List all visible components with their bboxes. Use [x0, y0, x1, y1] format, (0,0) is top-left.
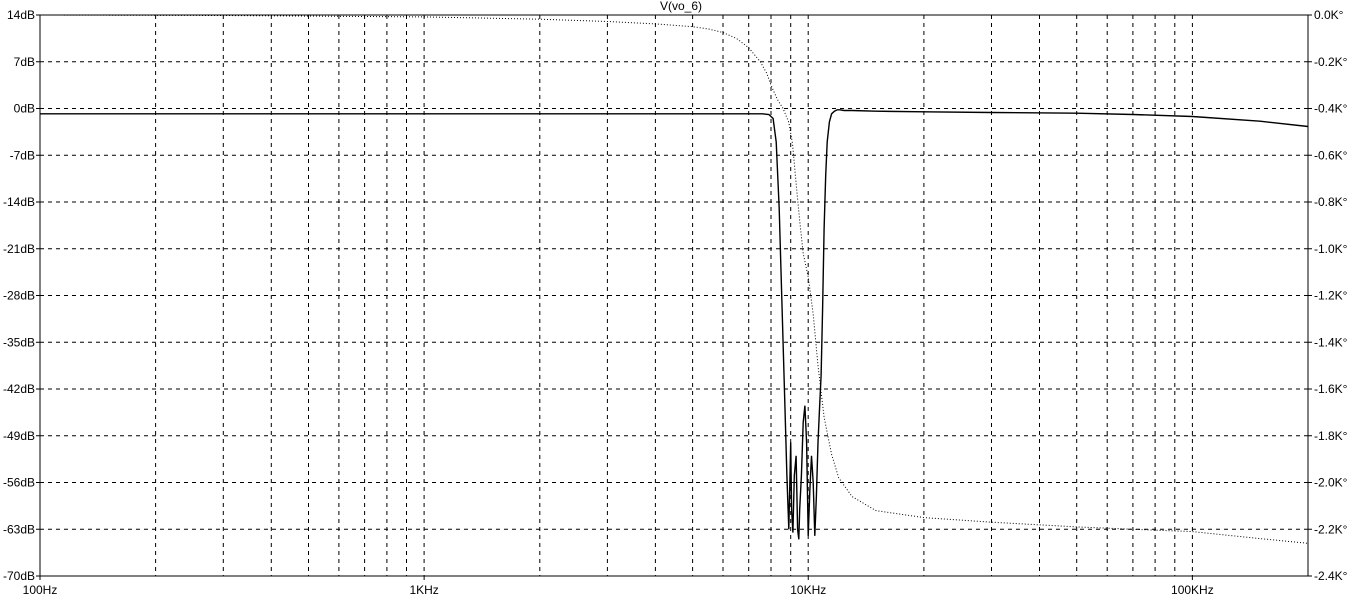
y-left-tick-label: -35dB: [3, 335, 35, 349]
x-tick-label: 1KHz: [409, 583, 438, 597]
y-left-tick-label: -63dB: [3, 522, 35, 536]
y-right-tick-label: -1.6K°: [1314, 382, 1348, 396]
chart-title: V(vo_6): [660, 0, 702, 13]
y-right-tick-label: -0.4K°: [1314, 102, 1348, 116]
y-left-tick-label: 14dB: [7, 8, 35, 22]
magnitude-trace: [40, 109, 1309, 540]
y-left-tick-label: -7dB: [10, 148, 35, 162]
y-left-tick-label: -49dB: [3, 429, 35, 443]
y-right-tick-label: -1.0K°: [1314, 242, 1348, 256]
x-tick-label: 10KHz: [790, 583, 826, 597]
y-right-tick-label: -2.2K°: [1314, 522, 1348, 536]
y-right-tick-label: -2.0K°: [1314, 476, 1348, 490]
y-left-tick-label: -56dB: [3, 476, 35, 490]
y-right-tick-label: -0.6K°: [1314, 148, 1348, 162]
y-right-tick-label: -1.2K°: [1314, 289, 1348, 303]
y-left-tick-label: -14dB: [3, 195, 35, 209]
x-tick-label: 100Hz: [23, 583, 58, 597]
y-left-tick-label: 7dB: [14, 55, 35, 69]
y-right-tick-label: -0.2K°: [1314, 55, 1348, 69]
y-right-tick-label: -1.8K°: [1314, 429, 1348, 443]
phase-trace: [39, 14, 1309, 544]
tick-labels: 14dB 7dB 0dB -7dB -14dB -21dB -28dB -35dB -42dB -…: [3, 8, 1348, 597]
y-right-tick-label: 0.0K°: [1314, 8, 1344, 22]
y-left-tick-label: -28dB: [3, 289, 35, 303]
traces: [39, 14, 1309, 544]
y-left-tick-label: -42dB: [3, 382, 35, 396]
y-left-tick-label: -21dB: [3, 242, 35, 256]
x-tick-label: 100KHz: [1171, 583, 1214, 597]
y-left-tick-label: 0dB: [14, 102, 35, 116]
y-right-tick-label: -0.8K°: [1314, 195, 1348, 209]
y-right-tick-label: -1.4K°: [1314, 335, 1348, 349]
y-left-tick-label: -70dB: [3, 569, 35, 583]
y-right-tick-label: -2.4K°: [1314, 569, 1348, 583]
